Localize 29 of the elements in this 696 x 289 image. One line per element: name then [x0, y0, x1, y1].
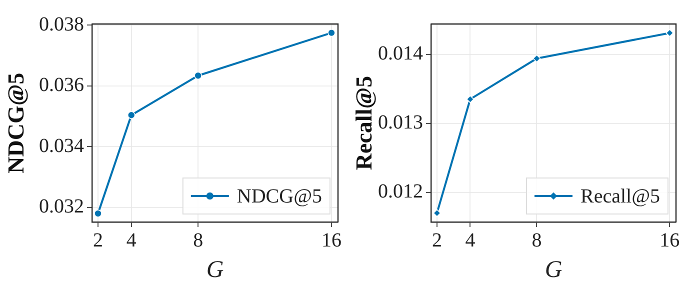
- x-tick-label: 4: [465, 229, 476, 252]
- point: [666, 29, 674, 37]
- y-axis-title: NDCG@5: [4, 72, 29, 174]
- point: [433, 209, 441, 217]
- x-axis-title: G: [206, 256, 224, 283]
- x-tick-label: 2: [432, 229, 442, 252]
- y-tick-label: 0.012: [378, 180, 423, 203]
- legend-label: Recall@5: [580, 185, 660, 208]
- y-tick-label: 0.034: [39, 134, 84, 157]
- y-tick-label: 0.036: [39, 74, 84, 96]
- point: [127, 111, 136, 120]
- y-tick-label: 0.014: [378, 42, 423, 65]
- x-tick-label: 8: [193, 229, 204, 252]
- point: [94, 210, 102, 218]
- x-tick-label: 2: [93, 229, 104, 252]
- point: [532, 54, 541, 62]
- x-tick-label: 16: [660, 229, 680, 252]
- y-tick-label: 0.038: [39, 13, 84, 36]
- point: [466, 95, 474, 104]
- point: [194, 72, 202, 80]
- x-axis-title: G: [544, 256, 562, 283]
- point: [328, 28, 336, 37]
- x-tick-label: 4: [126, 229, 136, 252]
- y-tick-label: 0.032: [39, 196, 84, 218]
- legend-label: NDCG@5: [236, 185, 322, 208]
- x-tick-label: 16: [321, 229, 342, 252]
- x-tick-label: 8: [532, 229, 542, 252]
- y-axis-title: Recall@5: [352, 76, 377, 170]
- y-tick-label: 0.013: [378, 112, 423, 134]
